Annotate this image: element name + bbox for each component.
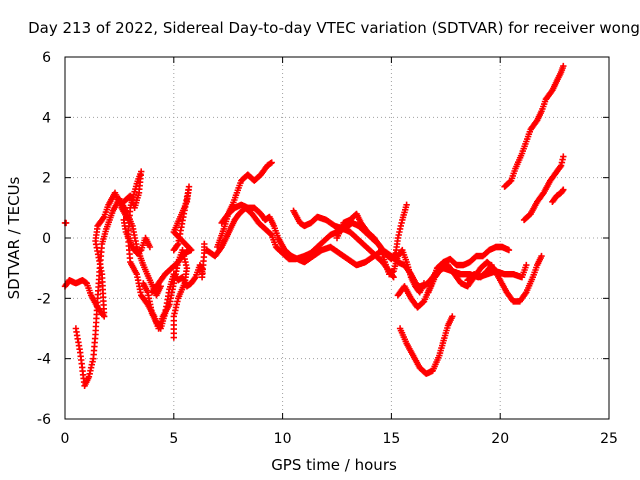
y-tick-label: -6 (37, 412, 51, 428)
y-tick-label: -4 (37, 352, 51, 368)
data-point (397, 222, 404, 230)
data-point (170, 246, 177, 254)
x-tick-label: 0 (61, 431, 70, 447)
y-tick-label: -2 (37, 291, 51, 307)
x-tick-label: 25 (600, 431, 618, 447)
data-point (171, 245, 178, 253)
data-points (61, 62, 567, 389)
data-point (191, 275, 198, 282)
data-point (538, 252, 545, 260)
axis-ticks (64, 56, 610, 420)
x-tick-label: 20 (491, 431, 509, 447)
data-point (523, 261, 530, 269)
data-point (560, 153, 567, 160)
x-axis-label: GPS time / hours (271, 456, 397, 474)
data-point (522, 290, 529, 297)
y-axis-label: SDTVAR / TECUs (5, 176, 23, 299)
y-tick-label: 0 (42, 231, 51, 247)
data-point (267, 230, 274, 238)
y-tick-labels: -6 -4 -2 0 2 4 6 (37, 50, 51, 428)
data-point (376, 242, 383, 249)
y-tick-label: 4 (42, 110, 51, 126)
data-point (100, 215, 107, 222)
x-tick-label: 10 (274, 431, 292, 447)
y-tick-label: 2 (42, 171, 51, 187)
y-tick-label: 6 (42, 50, 51, 66)
data-point (201, 240, 208, 248)
data-point (487, 263, 494, 270)
data-point (403, 201, 410, 208)
data-point (390, 274, 397, 281)
data-point (146, 243, 154, 251)
data-point (488, 261, 495, 269)
data-point (170, 334, 177, 341)
x-tick-label: 5 (169, 431, 178, 447)
data-point (505, 246, 513, 254)
data-point (449, 313, 456, 320)
x-tick-labels: 0 5 10 15 20 25 (61, 431, 618, 447)
x-tick-label: 15 (382, 431, 400, 447)
data-point (560, 186, 567, 193)
chart-title: Day 213 of 2022, Sidereal Day-to-day VTE… (28, 19, 640, 37)
data-point (420, 280, 428, 287)
data-point (62, 219, 70, 227)
data-point (394, 234, 402, 242)
data-point (560, 62, 567, 70)
data-point (268, 159, 275, 166)
data-point (557, 162, 565, 169)
